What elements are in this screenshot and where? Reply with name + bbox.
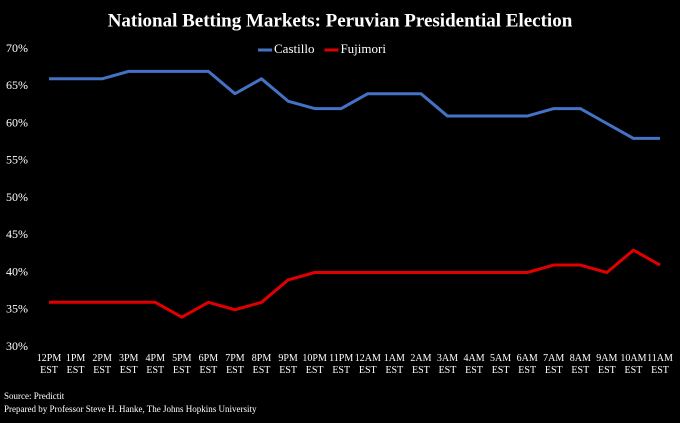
x-tick-label: 1PM EST bbox=[65, 353, 86, 376]
x-tick-label: 2PM EST bbox=[92, 353, 112, 376]
x-tick-label: 4PM EST bbox=[145, 353, 165, 376]
y-tick-label: 40% bbox=[6, 264, 28, 278]
x-tick-label: 5AM EST bbox=[490, 353, 512, 376]
x-tick-label: 11AM EST bbox=[647, 353, 673, 376]
x-tick-label: 6AM EST bbox=[516, 353, 538, 376]
x-tick-label: 10PM EST bbox=[302, 353, 327, 376]
x-tick-label: 8AM EST bbox=[569, 353, 591, 376]
credit-note: Prepared by Professor Steve H. Hanke, Th… bbox=[4, 404, 257, 414]
x-tick-label: 7PM EST bbox=[225, 353, 245, 376]
legend-label: Castillo bbox=[274, 41, 314, 56]
series-line bbox=[49, 248, 661, 319]
y-tick-label: 30% bbox=[6, 339, 28, 353]
x-tick-label: 1AM EST bbox=[383, 353, 405, 376]
chart-title: National Betting Markets: Peruvian Presi… bbox=[108, 10, 573, 31]
x-tick-label: 8PM EST bbox=[251, 353, 272, 376]
x-tick-label: 12PM EST bbox=[36, 353, 62, 376]
x-tick-label: 4AM EST bbox=[463, 353, 485, 376]
x-tick-label: 5PM EST bbox=[172, 353, 192, 376]
y-tick-label: 65% bbox=[6, 78, 28, 92]
series-line bbox=[49, 69, 660, 140]
legend-label: Fujimori bbox=[340, 41, 386, 56]
x-tick-label: 12AM EST bbox=[354, 353, 381, 376]
x-tick-label: 11PM EST bbox=[329, 353, 354, 376]
x-tick-label: 10AM EST bbox=[620, 353, 647, 376]
x-tick-label: 3AM EST bbox=[436, 353, 459, 376]
y-tick-label: 55% bbox=[6, 153, 28, 167]
x-tick-label: 9PM EST bbox=[278, 353, 298, 376]
x-tick-label: 3PM EST bbox=[118, 353, 139, 376]
x-tick-label: 2AM EST bbox=[410, 353, 432, 376]
y-tick-label: 45% bbox=[6, 227, 28, 241]
y-tick-label: 70% bbox=[6, 41, 28, 55]
x-tick-label: 7AM EST bbox=[543, 353, 565, 376]
x-tick-label: 9AM EST bbox=[596, 353, 618, 376]
x-tick-label: 6PM EST bbox=[198, 353, 219, 376]
y-tick-label: 60% bbox=[6, 115, 28, 129]
y-tick-label: 35% bbox=[6, 302, 28, 316]
y-tick-label: 50% bbox=[6, 190, 28, 204]
source-note: Source: Predictit bbox=[4, 391, 65, 401]
